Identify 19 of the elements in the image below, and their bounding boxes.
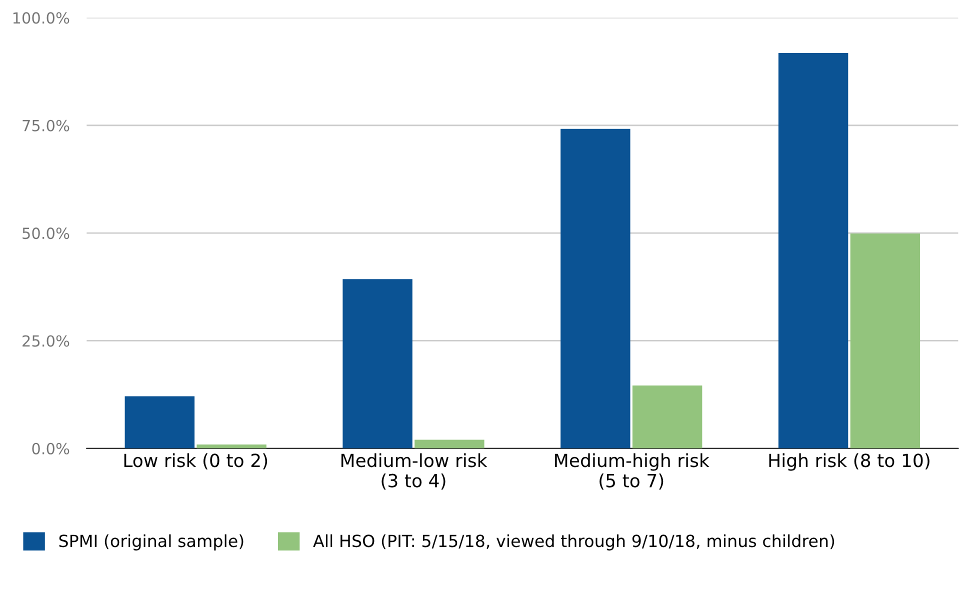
y-tick-label: 75.0% — [22, 120, 70, 132]
legend-label: SPMI (original sample) — [59, 534, 244, 550]
bar — [632, 386, 702, 448]
x-tick-label: Low risk (0 to 2) — [124, 453, 268, 470]
y-tick-label: 25.0% — [22, 335, 70, 347]
bar — [414, 440, 484, 448]
bar — [560, 128, 630, 448]
y-tick-label: 100.0% — [13, 12, 70, 24]
y-tick-label: 50.0% — [22, 228, 70, 240]
x-tick-label: Medium-low risk (3 to 4) — [341, 453, 488, 490]
bar — [850, 233, 920, 448]
bar — [196, 444, 266, 448]
x-tick-label: High risk (8 to 10) — [769, 453, 930, 471]
x-tick-label: Medium-high risk (5 to 7) — [555, 453, 710, 490]
bar — [124, 396, 195, 448]
bar — [342, 279, 412, 448]
y-tick-label: 0.0% — [32, 442, 70, 454]
legend-label: All HSO (PIT: 5/15/18, viewed through 9/10/18, minus children) — [313, 534, 834, 550]
bar — [778, 53, 848, 448]
